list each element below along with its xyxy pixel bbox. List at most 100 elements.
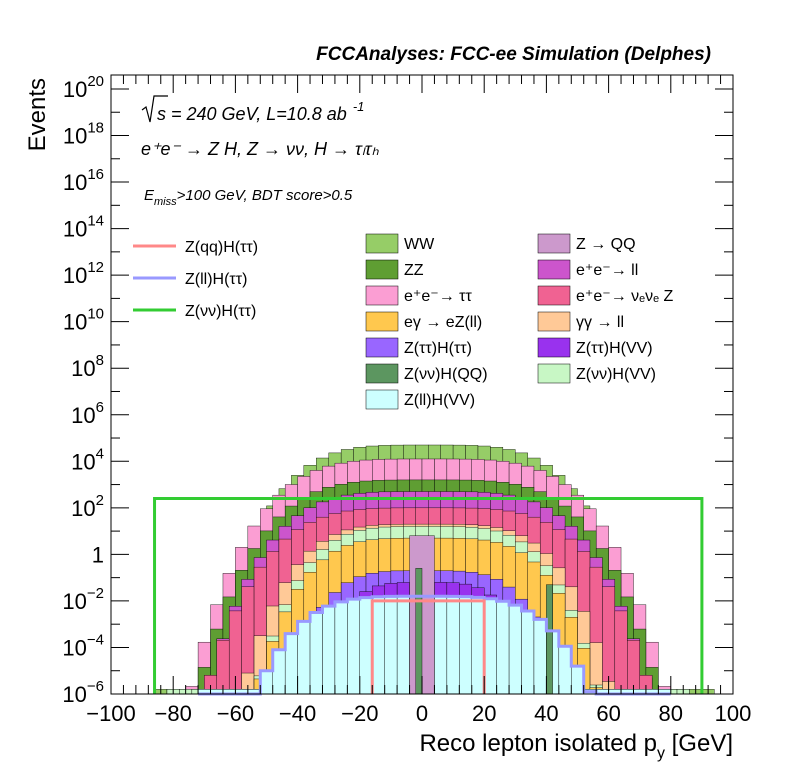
legend-entry-z-h-vv: Z(νν)H(VV) [537,363,656,384]
y-tick-label: 10−6 [62,678,104,707]
histogram-bar [484,598,497,695]
y-tick-label: 108 [71,352,104,381]
histogram-bar [260,670,273,695]
y-tick-exponent: 14 [87,213,104,230]
sqrt-symbol [141,95,168,123]
y-tick-label: 106 [71,399,104,428]
y-tick-label: 1018 [63,120,104,149]
y-tick-exponent: −4 [87,631,104,648]
legend-box-swatch [365,337,399,358]
histogram-bar [558,646,572,695]
y-tick-label: 102 [71,492,104,521]
y-tick-label: 10−2 [62,585,104,614]
y-tick-base: 10 [63,263,87,288]
y-tick-base: 10 [71,403,95,428]
legend-entry-z-ll-h-vv: Z(ll)H(VV) [365,389,475,410]
line-z-ll-h [198,594,671,696]
legend-label: WW [404,236,435,253]
legend-label: eγ → eZ(ll) [404,314,482,331]
x-tick-label: 60 [596,701,620,726]
x-axis-label-unit-space [665,730,672,757]
y-tick-label: 1016 [63,166,104,195]
histogram-bar [459,596,472,695]
legend-entry-z-h: Z(ττ)H(ττ) [365,337,472,358]
x-tick-label: 40 [534,701,558,726]
legend-entry-z-qq: Z → QQ [537,233,636,254]
line-z-qq-h [370,599,486,694]
legend-entry-e-e: e⁺e⁻→ ττ [365,285,472,306]
y-tick-exponent: 8 [96,352,104,369]
x-tick-label: 100 [715,701,752,726]
y-tick-base: 10 [63,217,87,242]
legend-box-swatch [365,259,399,280]
x-axis-label-main: Reco lepton isolated p [419,730,657,757]
y-tick-exponent: 20 [87,73,104,90]
y-tick-exponent: 6 [96,399,104,416]
cuts-emiss: E [144,187,155,204]
energy-luminosity: = 240 GeV, L=10.8 ab [166,104,347,124]
legend-entry-z-ll-h: Z(ll)H(ττ) [133,271,247,288]
histogram-bar [384,596,398,695]
legend-label: Z(νν)H(VV) [576,366,656,383]
x-tick-label: −60 [217,701,254,726]
legend-box-swatch [537,285,571,306]
y-tick-label: 10−4 [62,631,104,660]
legend-box-swatch [365,311,399,332]
legend-label: Z(qq)H(ττ) [185,239,258,256]
y-tick-label: 1020 [63,73,104,102]
y-tick-base: 10 [62,589,86,614]
x-tick-label: 20 [472,701,496,726]
y-tick-exponent: 12 [87,259,104,276]
y-tick-label: 1 [92,542,104,567]
legend-box-swatch [365,389,399,410]
legend-box-swatch [537,363,571,384]
x-tick-label: −100 [86,701,136,726]
legend-box-swatch [537,233,571,254]
energy-annotation: s = 240 GeV, L=10.8 ab -1 [141,95,365,124]
legend-entry-e-e-e-e-z: e⁺e⁻→ νₑνₑ Z [537,285,673,306]
y-tick-exponent: 16 [87,166,104,183]
histogram-bar [496,601,510,695]
y-tick-base: 10 [71,356,95,381]
histogram-bar [508,604,522,695]
legend-entry-zz: ZZ [365,259,424,280]
histogram-bar [297,621,311,695]
y-tick-base: 10 [71,449,95,474]
legend-label: Z → QQ [576,236,636,253]
histogram-bar [614,610,628,695]
legend-box-swatch [365,285,399,306]
histogram-bar [372,596,385,695]
y-tick-label: 104 [71,445,104,474]
histogram-bar [434,596,448,695]
legend-entry-z-h-vv: Z(ττ)H(VV) [537,337,653,358]
legend-label: ZZ [404,262,424,279]
y-tick-label: 1010 [63,306,104,335]
x-tick-label: 0 [416,701,428,726]
legend-label: Z(ττ)H(VV) [576,340,653,357]
legend-box-swatch [537,337,571,358]
legend-entry-z-qq-h: Z(qq)H(ττ) [133,239,258,256]
histogram-bar [347,598,360,695]
luminosity-unit-exponent: -1 [353,99,365,114]
histogram-bar [359,597,373,695]
legend-label: Z(ττ)H(ττ) [404,340,472,357]
y-axis-label: Events [24,78,51,151]
cuts-rest: >100 GeV, BDT score>0.5 [177,187,353,204]
y-tick-base: 10 [63,310,87,335]
axes: −100 −80 −60 −40 −20 0 20 40 60 80 10010−610−410−2… [62,73,751,726]
y-tick-exponent: 18 [87,120,104,137]
legend-label: Z(νν)H(QQ) [404,366,488,383]
legend-entry-e-ez-ll: eγ → eZ(ll) [365,311,482,332]
cuts-annotation: Emiss>100 GeV, BDT score>0.5 [144,187,353,208]
stacked-histogram-bars [154,444,715,695]
histogram-bar [571,665,584,695]
cuts-emiss-subscript: miss [154,196,177,208]
histogram-spike-bar [415,568,423,695]
signal-lines [153,497,704,696]
histogram-bar [322,605,336,695]
y-tick-exponent: 4 [96,445,104,462]
histogram-bar [284,633,298,695]
y-tick-exponent: 2 [96,492,104,509]
